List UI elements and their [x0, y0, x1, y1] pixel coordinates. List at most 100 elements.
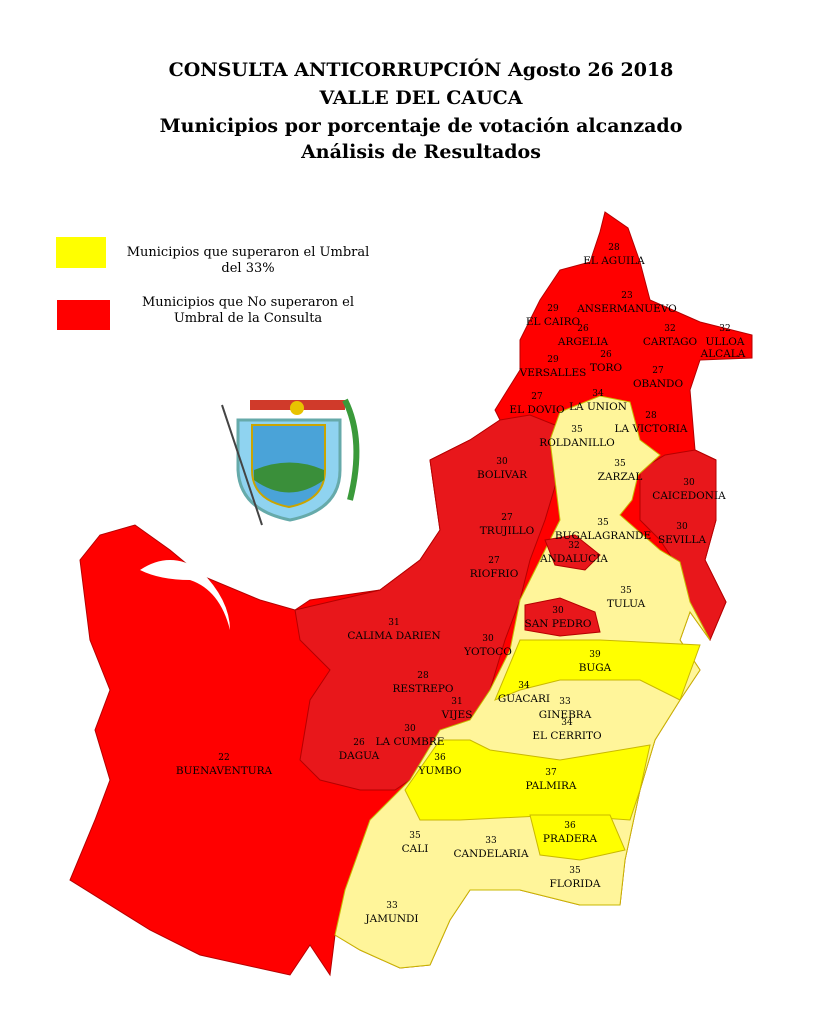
municipality-name: ULLOA: [706, 336, 745, 348]
municipality-name: TORO: [590, 362, 623, 374]
yellow-zone-south: [404, 739, 651, 821]
municipality-name: YOTOCO: [463, 646, 512, 658]
municipality-name: VERSALLES: [519, 367, 587, 379]
legend-swatch: [56, 237, 106, 268]
municipality-name: CARTAGO: [643, 336, 698, 348]
municipality-name: GUACARI: [498, 693, 550, 705]
municipality-pct: 30: [496, 457, 508, 467]
legend-label: Municipios que No superaron el: [142, 295, 354, 310]
municipality-pct: 35: [409, 831, 421, 841]
municipality-name: BUGA: [579, 662, 612, 674]
municipality-pct: 31: [388, 618, 399, 628]
municipality-name: OBANDO: [633, 378, 684, 390]
municipality-pct: 26: [600, 350, 612, 360]
municipality-name: GINEBRA: [539, 709, 592, 721]
municipality-name: EL AGUILA: [583, 255, 645, 267]
yellow-zone-center: [494, 639, 701, 701]
title-line: VALLE DEL CAUCA: [318, 87, 522, 109]
municipality-name: ALCALA: [700, 348, 746, 360]
municipality-name: PRADERA: [543, 833, 598, 845]
municipality-name: PALMIRA: [525, 780, 576, 792]
municipality-name: EL CAIRO: [526, 316, 581, 328]
municipality-pct: 30: [683, 478, 695, 488]
municipality-pct: 29: [547, 355, 559, 365]
municipality-name: RIOFRIO: [470, 568, 519, 580]
municipality-pct: 35: [614, 459, 626, 469]
municipality-name: TRUJILLO: [480, 525, 535, 537]
municipality-name: SAN PEDRO: [525, 618, 592, 630]
municipality-pct: 35: [571, 425, 583, 435]
municipality-pct: 26: [577, 324, 589, 334]
municipality-pct: 34: [518, 681, 530, 691]
municipality-name: ZARZAL: [598, 471, 643, 483]
municipality-name: LA CUMBRE: [376, 736, 445, 748]
municipality-pct: 36: [434, 753, 446, 763]
municipality-pct: 34: [592, 389, 604, 399]
municipality-pct: 30: [676, 522, 688, 532]
municipality-pct: 39: [589, 650, 601, 660]
municipality-name: ARGELIA: [557, 336, 609, 348]
municipality-name: EL DOVIO: [509, 404, 565, 416]
municipality-pct: 32: [664, 324, 675, 334]
municipality-pct: 30: [404, 724, 416, 734]
municipality-name: DAGUA: [339, 750, 380, 762]
municipality-name: LA VICTORIA: [615, 423, 688, 435]
municipality-pct: 28: [417, 671, 429, 681]
municipality-pct: 32: [568, 541, 579, 551]
municipality-name: SEVILLA: [658, 534, 707, 546]
municipality-name: BOLIVAR: [477, 469, 528, 481]
municipality-pct: 31: [451, 697, 462, 707]
municipality-pct: 33: [386, 901, 398, 911]
title-line: Municipios por porcentaje de votación al…: [160, 115, 683, 137]
municipality-name: TULUA: [607, 598, 646, 610]
municipality-pct: 36: [564, 821, 576, 831]
legend-label: Umbral de la Consulta: [174, 311, 323, 326]
municipality-name: ANDALUCIA: [539, 553, 608, 565]
municipality-pct: 29: [547, 304, 559, 314]
legend-label: del 33%: [221, 261, 274, 276]
municipality-pct: 26: [353, 738, 365, 748]
municipality-pct: 35: [620, 586, 632, 596]
municipality-pct: 34: [561, 718, 573, 728]
municipality-pct: 28: [608, 243, 620, 253]
legend-swatch: [57, 300, 110, 330]
municipality-pct: 27: [531, 392, 543, 402]
municipality-name: RESTREPO: [392, 683, 453, 695]
municipality-name: CANDELARIA: [453, 848, 528, 860]
municipality-pct: 22: [218, 753, 229, 763]
municipality-pct: 27: [501, 513, 513, 523]
municipality-pct: 27: [488, 556, 500, 566]
municipality-name: CAICEDONIA: [652, 490, 726, 502]
municipality-pct: 30: [552, 606, 564, 616]
municipality-name: FLORIDA: [550, 878, 601, 890]
municipality-name: CALIMA DARIEN: [347, 630, 440, 642]
municipality-name: JAMUNDI: [364, 913, 418, 925]
municipality-pct: 37: [545, 768, 557, 778]
municipality-name: LA UNION: [569, 401, 627, 413]
dark-red-region-east: [639, 449, 727, 642]
municipality-name: YUMBO: [417, 765, 461, 777]
municipality-name: EL CERRITO: [532, 730, 602, 742]
title-line: CONSULTA ANTICORRUPCIÓN Agosto 26 2018: [169, 58, 674, 81]
municipality-pct: 23: [621, 291, 633, 301]
municipality-name: VIJES: [441, 709, 473, 721]
coast-inlet: [140, 560, 230, 630]
municipality-name: ROLDANILLO: [539, 437, 615, 449]
municipality-pct: 35: [569, 866, 581, 876]
municipality-pct: 33: [485, 836, 497, 846]
municipality-name: ANSERMANUEVO: [576, 303, 677, 315]
coat-of-arms: [221, 398, 360, 526]
title-line: Análisis de Resultados: [300, 141, 541, 163]
legend-label: Municipios que superaron el Umbral: [127, 245, 370, 260]
department-shape: [69, 211, 753, 977]
municipality-pct: 28: [645, 411, 657, 421]
municipality-pct: 33: [559, 697, 571, 707]
yellow-zone-pradera: [529, 814, 626, 861]
red-inset-andalucia: [544, 534, 601, 571]
municipality-pct: 30: [482, 634, 494, 644]
municipality-pct: 27: [652, 366, 664, 376]
municipality-name: BUENAVENTURA: [176, 765, 273, 777]
red-inset-san-pedro: [524, 597, 601, 637]
municipality-pct: 35: [597, 518, 609, 528]
